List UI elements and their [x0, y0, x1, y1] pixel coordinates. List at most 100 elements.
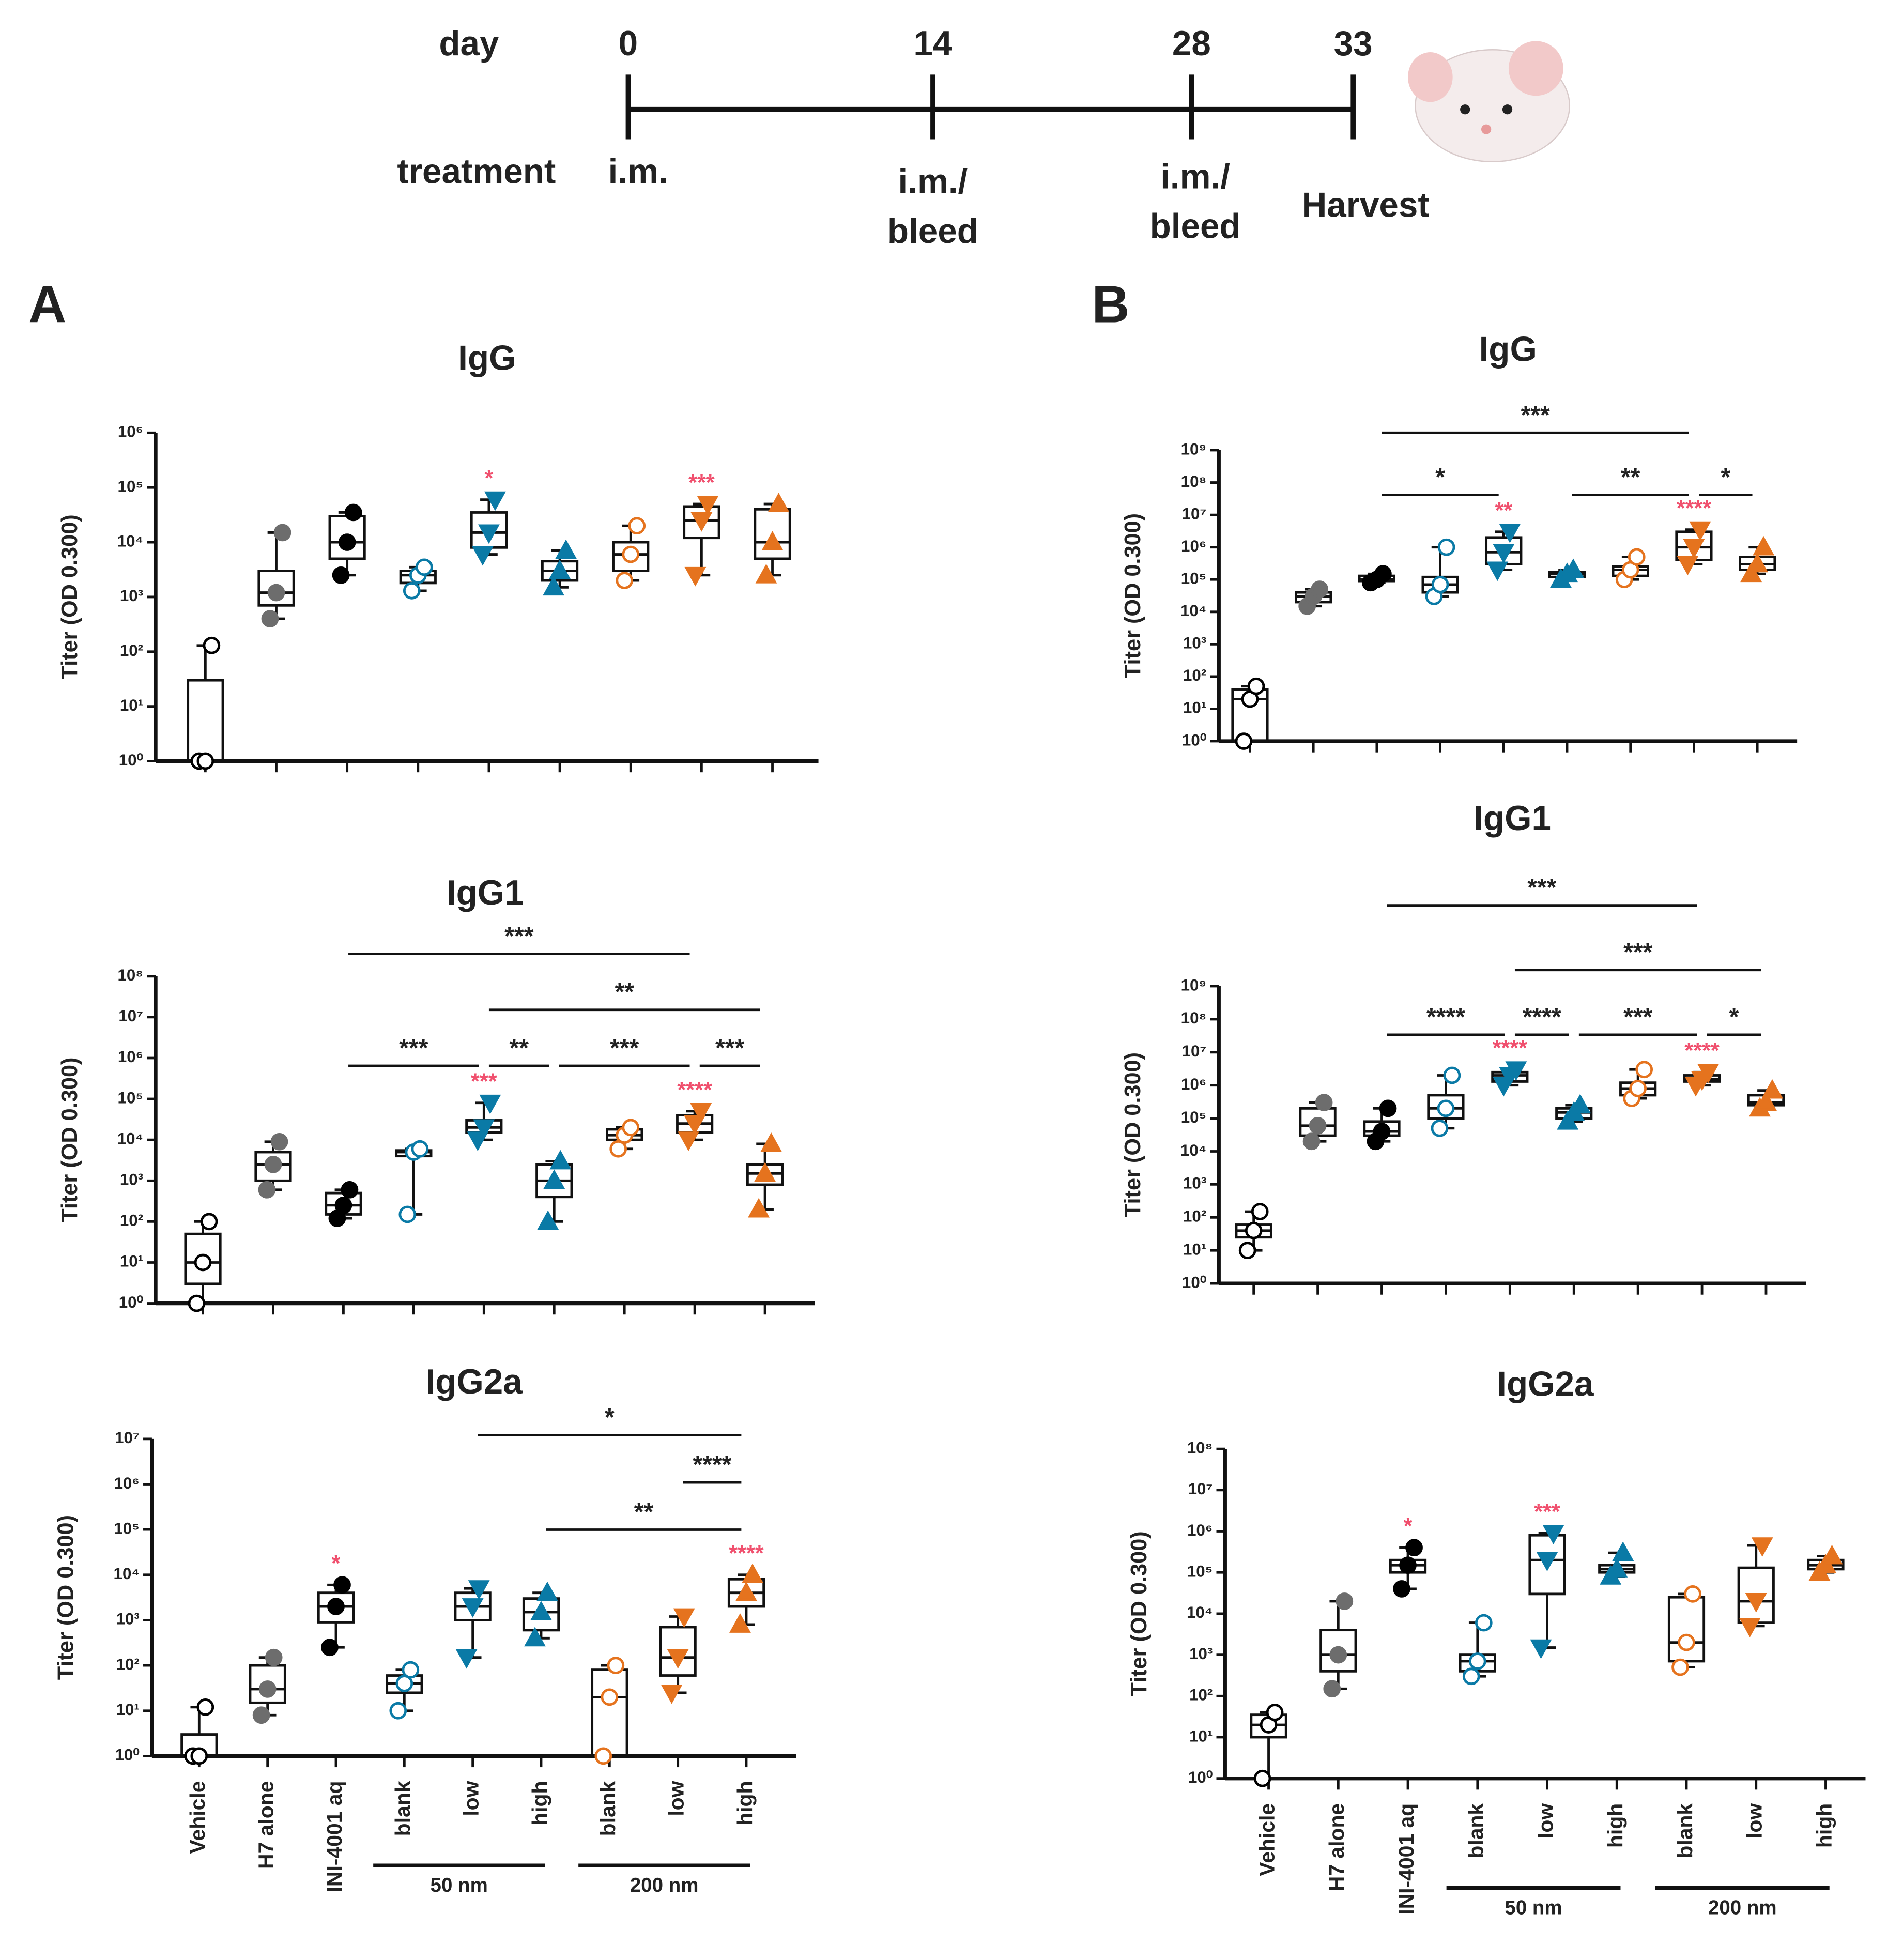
data-point — [203, 636, 221, 654]
data-point — [321, 1639, 339, 1657]
data-point — [1505, 1061, 1527, 1081]
data-point — [471, 546, 494, 566]
comparison-label: *** — [1521, 401, 1550, 429]
data-point — [1379, 1099, 1397, 1117]
chart-title: IgG1 — [447, 874, 524, 912]
y-axis-label: Titer (OD 0.300) — [54, 1515, 79, 1680]
box — [1528, 1534, 1566, 1596]
comparison-label: **** — [693, 1451, 731, 1479]
y-tick-label: 10⁹ — [1181, 440, 1207, 458]
y-tick-label: 10¹ — [116, 1701, 140, 1719]
data-point — [194, 1253, 212, 1272]
data-point — [258, 1181, 276, 1199]
significance-star: ** — [1495, 498, 1512, 523]
data-point — [338, 533, 356, 551]
x-tick-label: high — [528, 1781, 551, 1826]
data-point — [327, 1598, 345, 1615]
data-point — [1677, 556, 1699, 576]
comparison-label: * — [605, 1403, 615, 1431]
treatment-text: i.m./ — [1160, 157, 1230, 196]
data-point — [270, 1132, 288, 1151]
data-point — [742, 1564, 763, 1583]
data-point — [678, 1131, 700, 1151]
y-tick-label: 10¹ — [1189, 1727, 1213, 1745]
data-point — [1399, 1556, 1417, 1574]
significance-star: * — [485, 466, 494, 491]
significance-star: *** — [1534, 1499, 1560, 1524]
chart: IgG2a Titer (OD 0.300) 10⁰ 10¹ 10² 10³ 10⁴ 10⁵ 1… — [1127, 1365, 1866, 1919]
data-point — [1606, 1558, 1628, 1578]
data-point — [1671, 1658, 1689, 1676]
x-tick-label: low — [459, 1781, 483, 1816]
comparison-label: *** — [1623, 1003, 1652, 1031]
data-point — [1569, 1094, 1591, 1114]
box — [1427, 1094, 1465, 1120]
box — [591, 1668, 628, 1757]
panel-letter: A — [28, 275, 66, 333]
y-tick-label: 10⁶ — [1181, 1075, 1206, 1093]
y-tick-label: 10⁷ — [115, 1429, 140, 1447]
box — [659, 1626, 697, 1677]
data-point — [661, 1684, 683, 1704]
y-tick-label: 10¹ — [120, 1252, 143, 1270]
y-tick-label: 10² — [1183, 666, 1206, 684]
significance-star: *** — [688, 470, 715, 495]
significance-star: * — [332, 1551, 341, 1576]
day-number: 14 — [913, 24, 952, 63]
box — [683, 505, 720, 540]
comparison-label: ** — [510, 1034, 529, 1062]
mouse-illustration — [1408, 41, 1571, 162]
y-tick-label: 10⁹ — [1181, 976, 1207, 994]
data-point — [1323, 1680, 1341, 1698]
data-point — [735, 1581, 757, 1601]
data-point — [455, 1649, 478, 1669]
y-tick-label: 10⁴ — [114, 1565, 140, 1583]
y-tick-label: 10⁰ — [119, 1293, 143, 1311]
data-point — [543, 576, 564, 596]
y-tick-label: 10⁴ — [117, 1129, 143, 1147]
data-point — [1562, 558, 1584, 578]
data-point — [1431, 1120, 1449, 1137]
y-tick-label: 10⁸ — [117, 966, 143, 984]
data-point — [398, 1205, 417, 1223]
data-point — [601, 1688, 619, 1706]
group-label: 50 nm — [431, 1874, 488, 1896]
y-tick-label: 10⁶ — [114, 1474, 140, 1492]
y-tick-label: 10¹ — [1183, 1240, 1206, 1258]
data-point — [333, 1576, 351, 1594]
comparison-label: **** — [1523, 1003, 1561, 1031]
data-point — [1475, 1614, 1493, 1632]
data-point — [478, 524, 500, 544]
data-point — [1628, 548, 1646, 566]
data-point — [265, 1648, 283, 1666]
data-point — [341, 1181, 359, 1199]
data-point — [1493, 544, 1515, 564]
y-tick-label: 10² — [120, 641, 143, 660]
comparison-label: ** — [634, 1498, 654, 1526]
data-point — [543, 1169, 565, 1189]
data-point — [549, 1150, 572, 1170]
y-tick-label: 10³ — [120, 587, 143, 605]
data-point — [415, 558, 433, 576]
y-tick-label: 10⁵ — [1187, 1562, 1213, 1580]
data-point — [1815, 1554, 1837, 1574]
data-point — [754, 1162, 776, 1182]
treatment-label: treatment — [397, 152, 556, 191]
x-tick-label: high — [1812, 1803, 1836, 1848]
data-point — [190, 1747, 208, 1765]
comparison-label: ** — [615, 978, 634, 1006]
y-tick-label: 10⁵ — [114, 1519, 139, 1537]
treatment-text: bleed — [887, 212, 978, 251]
data-point — [1251, 1203, 1269, 1220]
data-point — [1740, 562, 1762, 583]
y-axis-label: Titer (OD 0.300) — [1121, 513, 1145, 678]
y-tick-label: 10⁵ — [1181, 1108, 1206, 1126]
x-tick-label: H7 alone — [1325, 1803, 1348, 1891]
data-point — [1761, 1079, 1783, 1099]
chart: IgG1 Titer (OD 0.300) 10⁰ 10¹ 10² 10³ 10⁴ 10⁵ 10… — [57, 874, 815, 1315]
y-tick-label: 10² — [1189, 1686, 1213, 1704]
y-tick-label: 10⁰ — [115, 1746, 140, 1764]
y-tick-label: 10⁰ — [1182, 731, 1206, 749]
data-point — [1315, 1094, 1333, 1111]
y-tick-label: 10³ — [116, 1610, 140, 1628]
